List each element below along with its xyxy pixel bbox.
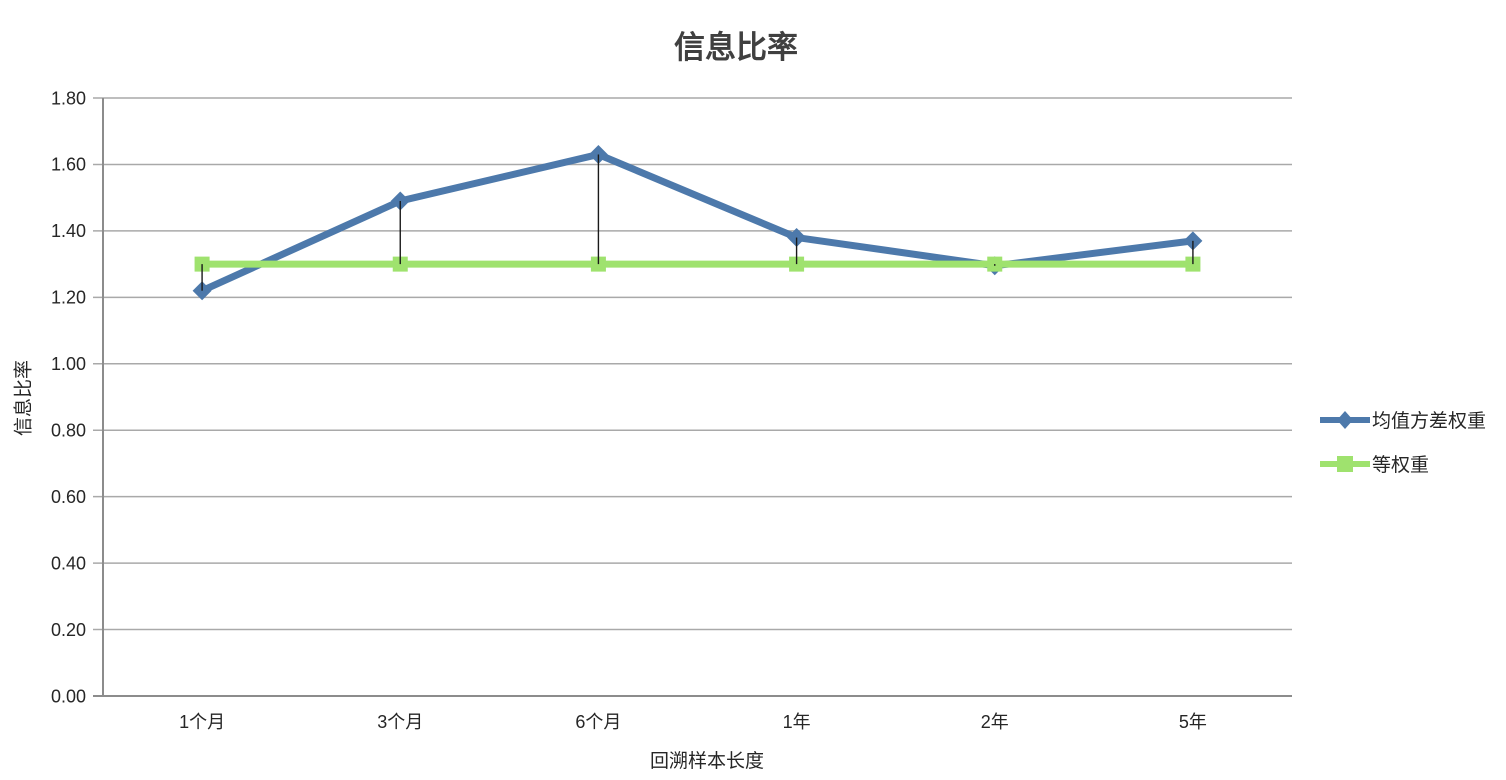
y-tick-label: 0.80 xyxy=(51,421,86,441)
legend-swatch-line-square-icon xyxy=(1320,455,1370,472)
x-tick-label: 1个月 xyxy=(179,712,225,732)
legend-item-mean-variance-weight: 均值方差权重 xyxy=(1320,406,1486,433)
y-axis-title: 信息比率 xyxy=(13,359,35,437)
y-tick-label: 1.00 xyxy=(51,354,86,374)
y-tick-label: 0.00 xyxy=(51,686,86,706)
x-tick-label: 3个月 xyxy=(377,712,423,732)
legend-label-mean-variance-weight: 均值方差权重 xyxy=(1372,411,1487,432)
x-axis-title: 回溯样本长度 xyxy=(649,751,765,772)
y-tick-label: 1.60 xyxy=(51,155,86,175)
y-tick-label: 1.40 xyxy=(51,221,86,241)
y-tick-label: 0.20 xyxy=(51,620,86,640)
y-tick-label: 0.60 xyxy=(51,487,86,507)
y-tick-label: 0.40 xyxy=(51,553,86,573)
series-line-mean-variance-weight xyxy=(200,150,1194,294)
legend: 均值方差权重 等权重 xyxy=(1320,406,1486,477)
x-tick-label: 5年 xyxy=(1179,712,1207,732)
legend-label-equal-weight: 等权重 xyxy=(1372,455,1430,476)
legend-item-equal-weight: 等权重 xyxy=(1320,450,1486,477)
y-tick-label: 1.80 xyxy=(51,88,86,108)
x-tick-label: 1年 xyxy=(783,712,811,732)
chart-title: 信息比率 xyxy=(674,30,798,65)
legend-swatch-line-diamond-icon xyxy=(1320,410,1370,429)
x-tick-label: 2年 xyxy=(981,712,1009,732)
x-tick-label: 6个月 xyxy=(575,712,621,732)
y-tick-label: 1.20 xyxy=(51,288,86,308)
